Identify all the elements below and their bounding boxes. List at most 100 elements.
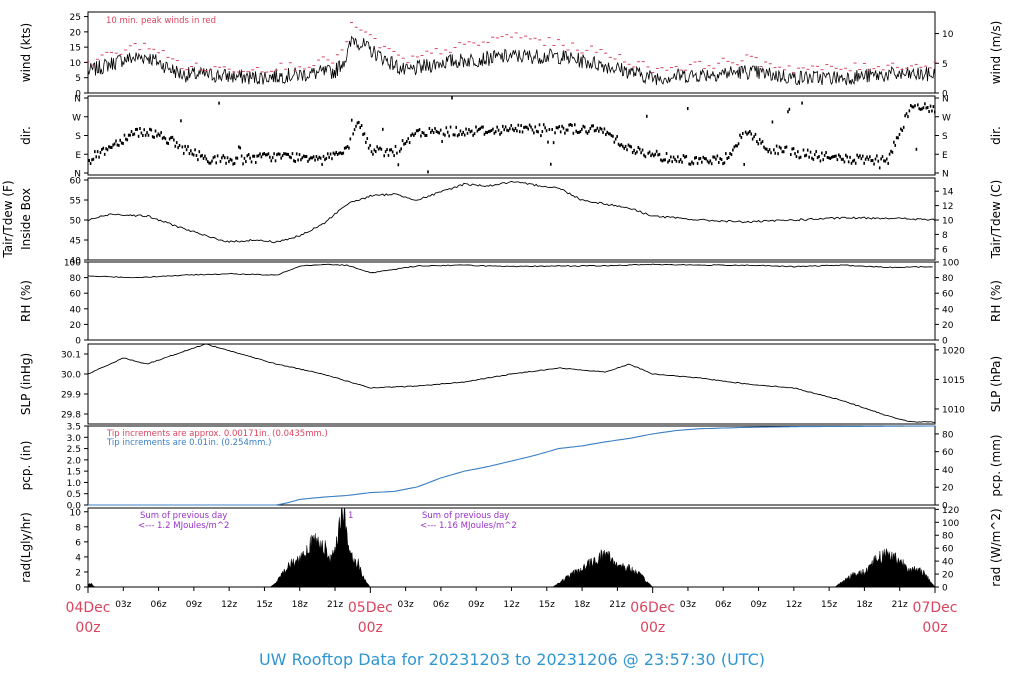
hour-tick: 15z bbox=[539, 600, 555, 610]
temp-right-label: Tair/Tdew (C) bbox=[989, 180, 1003, 260]
rad-right-label: rad (W/m^2) bbox=[989, 508, 1003, 586]
plot-lines bbox=[86, 21, 937, 588]
rad-note-2b: <--- 1.16 MJoules/m^2 bbox=[420, 521, 517, 531]
pcp-note-blue: Tip increments are 0.01in. (0.254mm.) bbox=[106, 438, 271, 448]
pcp-left-label: pcp. (in) bbox=[19, 441, 33, 491]
frame-rh bbox=[87, 261, 936, 341]
dir-left-tick: W bbox=[72, 113, 81, 123]
wind-right-tick: 0 bbox=[942, 90, 948, 100]
hour-tick: 03z bbox=[398, 600, 414, 610]
pcp-left-tick: 1.0 bbox=[67, 479, 82, 489]
rad-note-1a: Sum of previous day bbox=[140, 511, 227, 521]
frame-wind bbox=[87, 11, 936, 94]
rad-left-tick: 10 bbox=[70, 508, 82, 518]
rh-right-tick: 80 bbox=[942, 274, 954, 284]
hour-tick: 18z bbox=[292, 600, 308, 610]
temp-right-tick: 8 bbox=[942, 231, 948, 241]
rad-left-tick: 0 bbox=[75, 584, 81, 594]
hour-tick: 09z bbox=[186, 600, 202, 610]
slp-series-line bbox=[87, 343, 936, 423]
wind-left-tick: 0 bbox=[75, 90, 81, 100]
wind-right-tick: 5 bbox=[942, 60, 948, 70]
hour-tick: 15z bbox=[256, 600, 272, 610]
slp-left-tick: 30.0 bbox=[61, 371, 81, 381]
slp-left-tick: 30.1 bbox=[61, 351, 81, 361]
hour-tick: 06z bbox=[150, 600, 166, 610]
pcp-left-tick: 2.5 bbox=[67, 445, 81, 455]
rh-left-label: RH (%) bbox=[19, 280, 33, 322]
hour-tick: 12z bbox=[786, 600, 802, 610]
wind-right-label: wind (m/s) bbox=[989, 21, 1003, 85]
hour-tick: 21z bbox=[327, 600, 343, 610]
temp-left-tick: 55 bbox=[70, 197, 81, 207]
rad-note-2a: Sum of previous day bbox=[422, 511, 509, 521]
rh-left-tick: 0 bbox=[75, 337, 81, 347]
rad-right-tick: 40 bbox=[942, 558, 954, 568]
wind-left-tick: 20 bbox=[70, 28, 82, 38]
day-label-date: 04Dec bbox=[66, 600, 111, 616]
hour-tick: 03z bbox=[680, 600, 696, 610]
temp-series-line bbox=[87, 180, 936, 244]
pcp-right-label: pcp. (mm) bbox=[989, 434, 1003, 496]
rad-spike-label: 1 bbox=[348, 511, 353, 521]
dir-left-tick: N bbox=[74, 95, 81, 105]
slp-left-label: SLP (inHg) bbox=[19, 353, 33, 415]
pcp-left-tick: 3.0 bbox=[67, 434, 82, 444]
hour-tick: 21z bbox=[892, 600, 908, 610]
x-axis: 03z 06z 09z 12z 15z 18z 21z 03z 06z 09z 12z 15z 18z 2… bbox=[66, 587, 958, 636]
wind-series-line bbox=[87, 35, 936, 86]
pcp-series-line bbox=[88, 425, 935, 506]
slp-right-tick: 1015 bbox=[942, 376, 965, 386]
dir-left-tick: N bbox=[74, 170, 81, 180]
wind-left-tick: 25 bbox=[70, 13, 81, 23]
temp-right-tick: 6 bbox=[942, 245, 948, 255]
hour-tick: 06z bbox=[433, 600, 449, 610]
wind-right-tick: 10 bbox=[942, 30, 954, 40]
hour-tick: 09z bbox=[750, 600, 766, 610]
rh-right-tick: 0 bbox=[942, 337, 948, 347]
day-label-date: 06Dec bbox=[630, 600, 675, 616]
wind-left-tick: 15 bbox=[70, 44, 81, 54]
rad-right-tick: 100 bbox=[942, 519, 959, 529]
frame-temp bbox=[87, 177, 936, 261]
dir-left-label: dir. bbox=[19, 126, 33, 145]
temp-left-tick: 40 bbox=[70, 257, 82, 267]
temp-left-label-2: Inside Box bbox=[19, 188, 33, 250]
hour-tick: 09z bbox=[468, 600, 484, 610]
temp-left-label-1: Tair/Tdew (F) bbox=[1, 180, 15, 258]
day-label-date: 07Dec bbox=[913, 600, 958, 616]
day-label-date: 05Dec bbox=[348, 600, 393, 616]
dir-right-tick: N bbox=[942, 170, 949, 180]
pcp-left-tick: 2.0 bbox=[67, 456, 82, 466]
pcp-right-tick: 40 bbox=[942, 466, 954, 476]
chart-title: UW Rooftop Data for 20231203 to 20231206… bbox=[259, 650, 765, 669]
dir-right-label: dir. bbox=[989, 126, 1003, 145]
rad-left-tick: 6 bbox=[75, 538, 81, 548]
rh-left-tick: 20 bbox=[70, 321, 82, 331]
slp-right-label: SLP (hPa) bbox=[989, 356, 1003, 412]
hour-tick: 06z bbox=[715, 600, 731, 610]
pcp-right-tick: 60 bbox=[942, 448, 954, 458]
pcp-note-red: Tip increments are approx. 0.00171in. (0… bbox=[106, 429, 328, 439]
slp-left-tick: 29.9 bbox=[61, 391, 81, 401]
slp-right-tick: 1020 bbox=[942, 346, 965, 356]
temp-right-tick: 14 bbox=[942, 188, 954, 198]
rh-right-label: RH (%) bbox=[989, 280, 1003, 322]
dir-right-tick: N bbox=[942, 95, 949, 105]
frame-slp bbox=[87, 343, 936, 425]
rad-right-tick: 0 bbox=[942, 584, 948, 594]
hour-tick: 12z bbox=[503, 600, 519, 610]
hour-tick: 18z bbox=[574, 600, 590, 610]
panel-frames bbox=[84, 11, 939, 588]
pcp-left-tick: 0.0 bbox=[67, 502, 82, 512]
slp-right-tick: 1010 bbox=[942, 405, 965, 415]
temp-right-tick: 12 bbox=[942, 202, 953, 212]
rh-left-tick: 100 bbox=[64, 259, 81, 269]
rad-right-tick: 20 bbox=[942, 571, 954, 581]
rad-note-1b: <--- 1.2 MJoules/m^2 bbox=[138, 521, 229, 531]
dir-left-tick: S bbox=[75, 132, 81, 142]
dir-right-tick: W bbox=[942, 113, 951, 123]
temp-left-tick: 60 bbox=[70, 177, 82, 187]
pcp-right-tick: 20 bbox=[942, 484, 954, 494]
